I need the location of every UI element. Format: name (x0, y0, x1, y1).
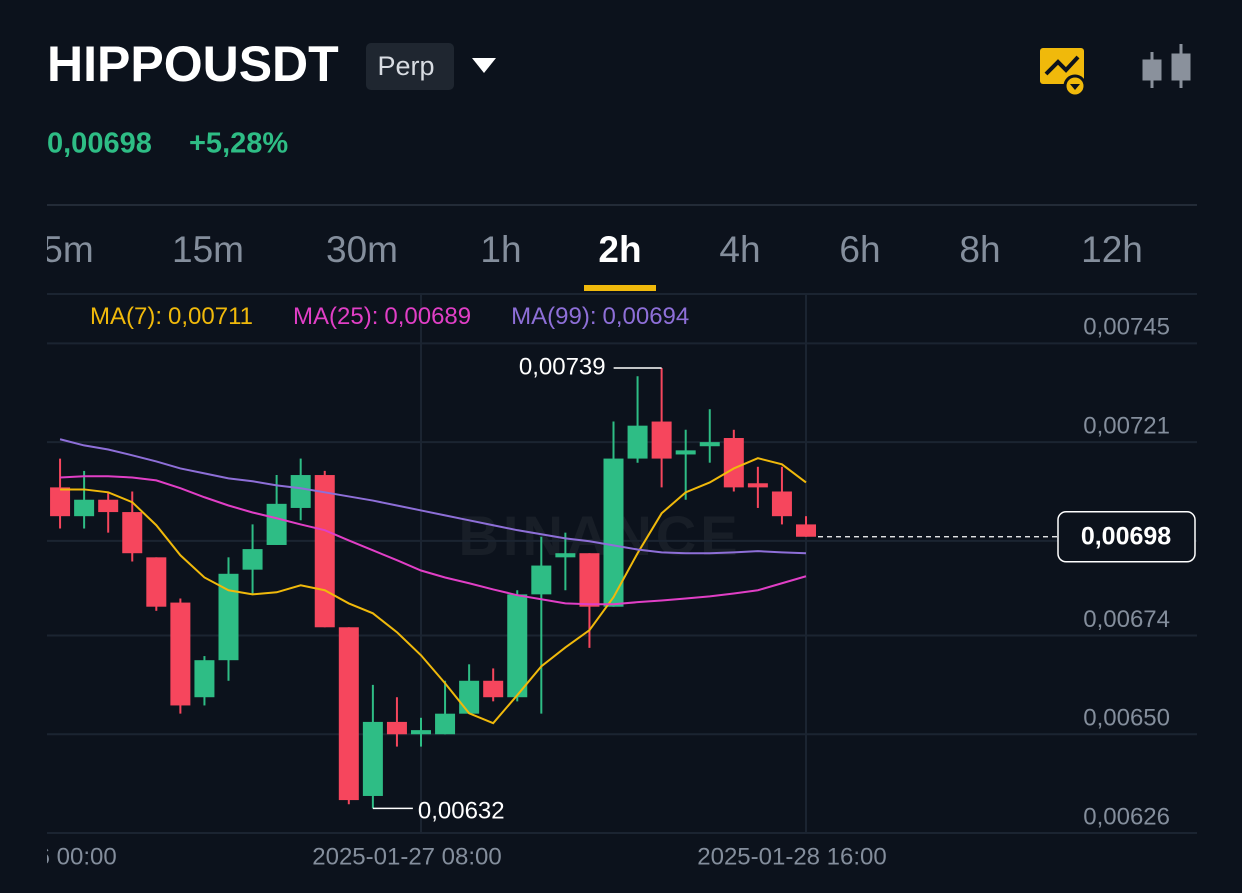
interval-tab[interactable]: 12h (1081, 229, 1143, 270)
icon-body[interactable] (1142, 59, 1162, 81)
candle-body (411, 730, 431, 735)
ma-line (60, 475, 807, 606)
candle-body (531, 565, 552, 595)
x-tick-label: 2025-01-28 16:00 (697, 843, 887, 870)
candle-body (386, 721, 407, 735)
candle-body (435, 713, 456, 735)
ma-line (59, 438, 807, 555)
legend-value: 0,00711 (168, 303, 253, 330)
contract-badge[interactable] (366, 43, 454, 90)
chart: BINANCE 2025-01-26 00:00 2025-01-27 08:00 2… (0, 294, 1197, 870)
legend-item: MA(7)0,00711 (90, 303, 253, 330)
candle-body (723, 438, 744, 488)
candle-body (627, 425, 648, 459)
icon-body[interactable] (1171, 53, 1191, 81)
interval-tab[interactable]: 4h (719, 229, 760, 270)
dropdown-arrow[interactable] (472, 58, 496, 73)
interval-tab[interactable]: 30m (326, 229, 398, 270)
high-marker-label: 0,00739 (519, 353, 606, 380)
candle-body (555, 553, 576, 558)
legend-name: MA(25) (293, 303, 384, 330)
candle-body (507, 594, 528, 698)
candle-body (314, 475, 335, 628)
x-tick-label: 2025-01-27 08:00 (312, 843, 502, 870)
candle-body (50, 487, 71, 517)
candle-icon[interactable] (1142, 44, 1191, 88)
y-tick-label: 0,00650 (1083, 705, 1170, 732)
interval-tabs: 5m 15m 30m 1h 2h 4h 6h 8h 12h (42, 229, 1143, 291)
candle-body (651, 421, 672, 459)
legend-item: MA(99)0,00694 (511, 303, 689, 330)
y-tick-label: 0,00745 (1083, 314, 1170, 341)
candle-body (338, 627, 359, 801)
price: 0,00698 (47, 128, 152, 160)
legend-name: MA(7) (90, 303, 168, 330)
candle-body (699, 442, 720, 447)
legend: MA(7)0,00711 MA(25)0,00689 MA(99)0,00694 (90, 303, 729, 331)
candle-body (170, 602, 191, 706)
candle-body (218, 573, 239, 661)
candle-body (483, 680, 504, 698)
candle-body (242, 549, 263, 570)
icon-caret[interactable] (1070, 84, 1080, 90)
plot-area: BINANCE 2025-01-26 00:00 2025-01-27 08:00 2… (0, 294, 1197, 870)
interval-tab[interactable]: 15m (172, 229, 244, 270)
candle-body (266, 503, 287, 545)
candle-body (579, 553, 600, 607)
last-price-box (1057, 511, 1196, 563)
change: +5,28% (189, 128, 288, 160)
interval-tab[interactable]: 2h (598, 229, 641, 270)
legend-name: MA(99) (511, 303, 602, 330)
chart-type-icon[interactable] (1040, 48, 1087, 98)
y-tick-label: 0,00674 (1083, 606, 1170, 633)
candle-body (290, 475, 311, 508)
last-price-label: 0,00698 (1081, 522, 1171, 550)
candle-body (194, 660, 215, 698)
candle-body (603, 458, 624, 607)
candle-body (771, 491, 792, 517)
candle-body (362, 721, 383, 796)
interval-tab[interactable]: 1h (480, 229, 521, 270)
candle-body (796, 524, 816, 537)
legend-item: MA(25)0,00689 (293, 303, 471, 330)
candle-body (675, 450, 696, 455)
legend-value: 0,00689 (384, 303, 472, 330)
candle-body (122, 512, 143, 554)
active-tab-underline (584, 285, 656, 291)
symbol: HIPPOUSDT (47, 36, 339, 92)
candle-body (74, 499, 95, 517)
ma-line (60, 457, 807, 725)
candle-body (459, 680, 480, 714)
interval-tab[interactable]: 5m (42, 229, 94, 270)
y-tick-label: 0,00626 (1083, 803, 1170, 830)
watermark: BINANCE (458, 504, 741, 567)
legend-value: 0,00694 (602, 303, 690, 330)
candle-body (146, 557, 167, 607)
contract[interactable]: Perp (377, 51, 434, 81)
candle-body (747, 483, 768, 488)
interval-tab[interactable]: 8h (959, 229, 1000, 270)
icon-line[interactable] (1044, 55, 1080, 76)
candle-body (98, 499, 119, 513)
low-marker-label: 0,00632 (418, 798, 505, 825)
y-tick-label: 0,00721 (1083, 412, 1170, 439)
interval-tab[interactable]: 6h (839, 229, 880, 270)
x-tick-label: 2025-01-26 00:00 (0, 843, 117, 870)
